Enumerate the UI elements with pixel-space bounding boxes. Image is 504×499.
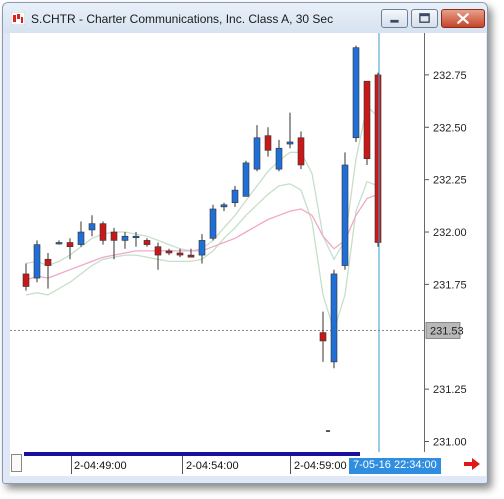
maximize-icon: [419, 13, 430, 23]
title-bar[interactable]: S.CHTR - Charter Communications, Inc. Cl…: [3, 3, 487, 33]
time-label-3: 2-04:59:00: [294, 460, 347, 472]
candle-up: [209, 208, 217, 239]
close-button[interactable]: [441, 9, 485, 28]
maximize-button[interactable]: [411, 9, 438, 28]
time-label-2: 2-04:54:00: [186, 460, 239, 472]
candle-down: [176, 252, 184, 256]
price-chart-area[interactable]: [10, 33, 424, 452]
candle-down: [22, 273, 30, 287]
price-label: 231.25: [433, 384, 467, 396]
candle-up: [341, 164, 349, 266]
minimize-button[interactable]: [381, 9, 408, 28]
candle-down: [187, 254, 195, 258]
time-tick: [71, 456, 72, 474]
candle-up: [275, 147, 283, 170]
time-label-1: 2-04:49:00: [74, 460, 127, 472]
minimize-icon: [390, 19, 399, 23]
time-axis[interactable]: 2-04:49:00 2-04:54:00 2-04:59:00 7-05-16…: [10, 452, 486, 476]
candle-up: [286, 141, 294, 145]
price-label: 232.00: [433, 227, 467, 239]
time-tick: [290, 456, 291, 474]
price-label: 231.75: [433, 279, 467, 291]
price-axis[interactable]: 232.75 232.50 232.25 232.00 231.75 231.25 231.…: [424, 33, 486, 452]
window-title: S.CHTR - Charter Communications, Inc. Cl…: [31, 12, 334, 26]
candle-down: [319, 332, 327, 342]
candle-down: [165, 250, 173, 254]
candle-up: [253, 137, 261, 170]
candle-up: [55, 242, 63, 245]
candle-up: [330, 273, 338, 363]
last-price-tag: [425, 322, 461, 339]
candle-up: [220, 204, 228, 208]
candle-up: [132, 235, 140, 239]
candle-down: [363, 80, 371, 160]
time-tick: [182, 456, 183, 474]
candle-up: [88, 223, 96, 231]
candle-up: [198, 240, 206, 256]
candle-down: [154, 246, 162, 256]
candle-down: [110, 231, 118, 241]
chart-window: S.CHTR - Charter Communications, Inc. Cl…: [2, 2, 488, 484]
candle-up: [231, 189, 239, 203]
cursor-time-badge: 7-05-16 22:34:00: [349, 458, 441, 474]
candle-up: [121, 235, 129, 241]
price-label: 232.25: [433, 175, 467, 187]
candle-down: [297, 137, 305, 166]
scrollbar-thumb[interactable]: [11, 454, 22, 472]
candle-up: [242, 162, 250, 197]
right-arrow-icon[interactable]: [463, 457, 481, 471]
horizontal-scrollbar[interactable]: [24, 452, 360, 456]
candle-up: [77, 231, 85, 245]
candle-down: [99, 223, 107, 241]
candle-down: [143, 240, 151, 245]
price-label: 231.00: [433, 437, 467, 449]
candle-down: [66, 242, 74, 247]
price-axis-labels: 232.75 232.50 232.25 232.00 231.75 231.25 231.…: [425, 70, 467, 449]
chart-app-icon: [11, 12, 25, 25]
price-label: 232.50: [433, 122, 467, 134]
candle-down: [374, 74, 382, 243]
candle-down: [44, 258, 52, 266]
candle-up: [352, 47, 360, 139]
candlestick-chart: [10, 33, 424, 452]
last-price-label: 231.53: [430, 325, 464, 337]
price-label: 232.75: [433, 70, 467, 82]
candle-up: [33, 244, 41, 279]
candle-down: [264, 135, 272, 151]
close-icon: [457, 13, 469, 24]
